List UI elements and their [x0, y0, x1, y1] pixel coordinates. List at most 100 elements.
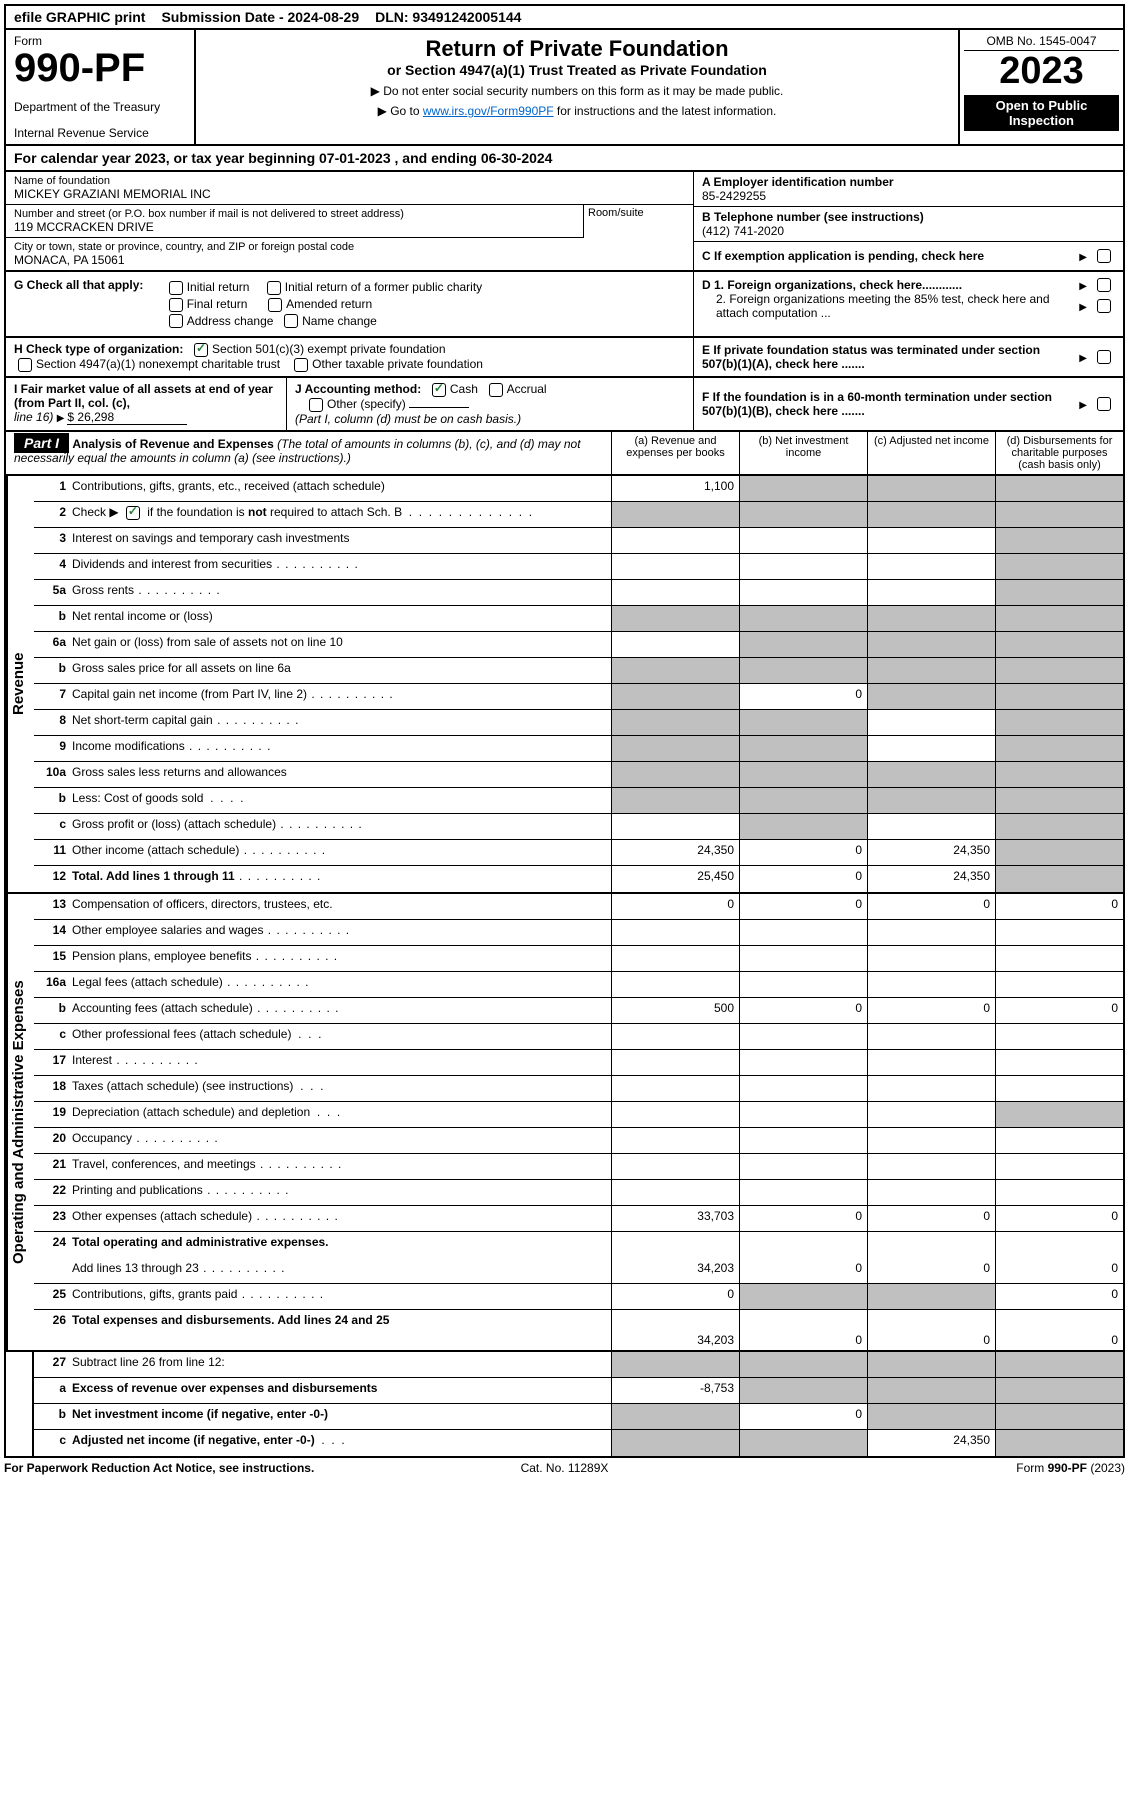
table-row: 9Income modifications [34, 736, 1123, 762]
form-header: Form 990-PF Department of the Treasury I… [4, 30, 1125, 146]
table-row: 22Printing and publications [34, 1180, 1123, 1206]
table-row: bGross sales price for all assets on lin… [34, 658, 1123, 684]
form-title: Return of Private Foundation [204, 36, 950, 62]
cash-checkbox[interactable] [432, 383, 446, 397]
ssn-note: ▶ Do not enter social security numbers o… [204, 84, 950, 98]
id-right: A Employer identification number 85-2429… [693, 172, 1123, 270]
irs-label: Internal Revenue Service [14, 126, 186, 140]
table-row: 7Capital gain net income (from Part IV, … [34, 684, 1123, 710]
h-e-row: H Check type of organization: Section 50… [4, 338, 1125, 378]
table-row: 11Other income (attach schedule)24,35002… [34, 840, 1123, 866]
table-row: 24Total operating and administrative exp… [34, 1232, 1123, 1258]
arrow-icon [57, 410, 68, 424]
table-row: 5aGross rents [34, 580, 1123, 606]
id-left: Name of foundation MICKEY GRAZIANI MEMOR… [6, 172, 693, 270]
part1-label: Part I [14, 433, 69, 453]
paperwork-notice: For Paperwork Reduction Act Notice, see … [4, 1461, 378, 1475]
table-row: 18Taxes (attach schedule) (see instructi… [34, 1076, 1123, 1102]
net-rows: 27Subtract line 26 from line 12: aExcess… [34, 1352, 1123, 1456]
foundation-name-cell: Name of foundation MICKEY GRAZIANI MEMOR… [6, 172, 693, 205]
omb-number: OMB No. 1545-0047 [964, 34, 1119, 51]
revenue-rows: 1Contributions, gifts, grants, etc., rec… [34, 476, 1123, 892]
e-section: E If private foundation status was termi… [693, 338, 1123, 376]
blank-side [6, 1352, 34, 1456]
cat-no: Cat. No. 11289X [378, 1461, 752, 1475]
other-method-checkbox[interactable] [309, 398, 323, 412]
expenses-side-label: Operating and Administrative Expenses [6, 894, 34, 1350]
open-inspection: Open to Public Inspection [964, 95, 1119, 131]
header-center: Return of Private Foundation or Section … [196, 30, 958, 144]
table-row: 20Occupancy [34, 1128, 1123, 1154]
table-row: 13Compensation of officers, directors, t… [34, 894, 1123, 920]
city-cell: City or town, state or province, country… [6, 238, 693, 270]
calendar-year-row: For calendar year 2023, or tax year begi… [4, 146, 1125, 172]
table-row: 14Other employee salaries and wages [34, 920, 1123, 946]
table-row: 2Check ▶ if the foundation is not requir… [34, 502, 1123, 528]
initial-public-checkbox[interactable] [267, 281, 281, 295]
final-return-checkbox[interactable] [169, 298, 183, 312]
arrow-icon [1079, 249, 1090, 263]
table-row: cOther professional fees (attach schedul… [34, 1024, 1123, 1050]
no-schb-checkbox[interactable] [126, 506, 140, 520]
footer: For Paperwork Reduction Act Notice, see … [4, 1458, 1125, 1475]
table-row: bNet investment income (if negative, ent… [34, 1404, 1123, 1430]
part1-desc: Part I Analysis of Revenue and Expenses … [6, 432, 611, 474]
4947-checkbox[interactable] [18, 358, 32, 372]
other-taxable-checkbox[interactable] [294, 358, 308, 372]
table-row: 15Pension plans, employee benefits [34, 946, 1123, 972]
j-section: J Accounting method: Cash Accrual Other … [286, 378, 693, 430]
foreign-org-checkbox[interactable] [1097, 278, 1111, 292]
arrow-icon [1079, 350, 1090, 364]
address-change-checkbox[interactable] [169, 314, 183, 328]
accrual-checkbox[interactable] [489, 383, 503, 397]
identification-block: Name of foundation MICKEY GRAZIANI MEMOR… [4, 172, 1125, 272]
table-row: cAdjusted net income (if negative, enter… [34, 1430, 1123, 1456]
form-990pf-link[interactable]: www.irs.gov/Form990PF [423, 104, 554, 118]
60month-checkbox[interactable] [1097, 397, 1111, 411]
table-row: 25Contributions, gifts, grants paid00 [34, 1284, 1123, 1310]
revenue-table: Revenue 1Contributions, gifts, grants, e… [4, 476, 1125, 894]
col-b-head: (b) Net investment income [739, 432, 867, 474]
table-row: bAccounting fees (attach schedule)500000 [34, 998, 1123, 1024]
table-row: 21Travel, conferences, and meetings [34, 1154, 1123, 1180]
g-section: G Check all that apply: Initial return I… [6, 272, 693, 336]
top-bar: efile GRAPHIC print Submission Date - 20… [4, 4, 1125, 30]
foreign-85-checkbox[interactable] [1097, 299, 1111, 313]
501c3-checkbox[interactable] [194, 343, 208, 357]
table-row: cGross profit or (loss) (attach schedule… [34, 814, 1123, 840]
room-suite-cell: Room/suite [583, 205, 693, 238]
arrow-icon [1079, 397, 1090, 411]
table-row: 26Total expenses and disbursements. Add … [34, 1310, 1123, 1350]
form-number-footer: Form 990-PF (2023) [751, 1461, 1125, 1475]
part1-header: Part I Analysis of Revenue and Expenses … [4, 432, 1125, 476]
address-row: Number and street (or P.O. box number if… [6, 205, 693, 238]
exemption-checkbox[interactable] [1097, 249, 1111, 263]
initial-return-checkbox[interactable] [169, 281, 183, 295]
revenue-side-label: Revenue [6, 476, 34, 892]
form-number: 990-PF [14, 48, 186, 88]
phone-cell: B Telephone number (see instructions) (4… [694, 207, 1123, 242]
header-left: Form 990-PF Department of the Treasury I… [6, 30, 196, 144]
arrow-icon [1079, 278, 1090, 292]
ijf-row: I Fair market value of all assets at end… [4, 378, 1125, 432]
table-row: 6aNet gain or (loss) from sale of assets… [34, 632, 1123, 658]
arrow-icon [1079, 299, 1090, 313]
check-area-gd: G Check all that apply: Initial return I… [4, 272, 1125, 338]
status-terminated-checkbox[interactable] [1097, 350, 1111, 364]
net-table: 27Subtract line 26 from line 12: aExcess… [4, 1352, 1125, 1458]
efile-label: efile GRAPHIC print [6, 6, 153, 28]
dln: DLN: 93491242005144 [367, 6, 529, 28]
amended-return-checkbox[interactable] [268, 298, 282, 312]
table-row: 27Subtract line 26 from line 12: [34, 1352, 1123, 1378]
exemption-pending-cell: C If exemption application is pending, c… [694, 242, 1123, 270]
name-change-checkbox[interactable] [284, 314, 298, 328]
form-subtitle: or Section 4947(a)(1) Trust Treated as P… [204, 62, 950, 78]
fmv-value: $ 26,298 [67, 410, 187, 425]
header-right: OMB No. 1545-0047 2023 Open to Public In… [958, 30, 1123, 144]
table-row: 19Depreciation (attach schedule) and dep… [34, 1102, 1123, 1128]
submission-date: Submission Date - 2024-08-29 [153, 6, 367, 28]
d-section: D 1. Foreign organizations, check here..… [693, 272, 1123, 336]
table-row: 10aGross sales less returns and allowanc… [34, 762, 1123, 788]
h-section: H Check type of organization: Section 50… [6, 338, 693, 376]
tax-year: 2023 [964, 51, 1119, 93]
